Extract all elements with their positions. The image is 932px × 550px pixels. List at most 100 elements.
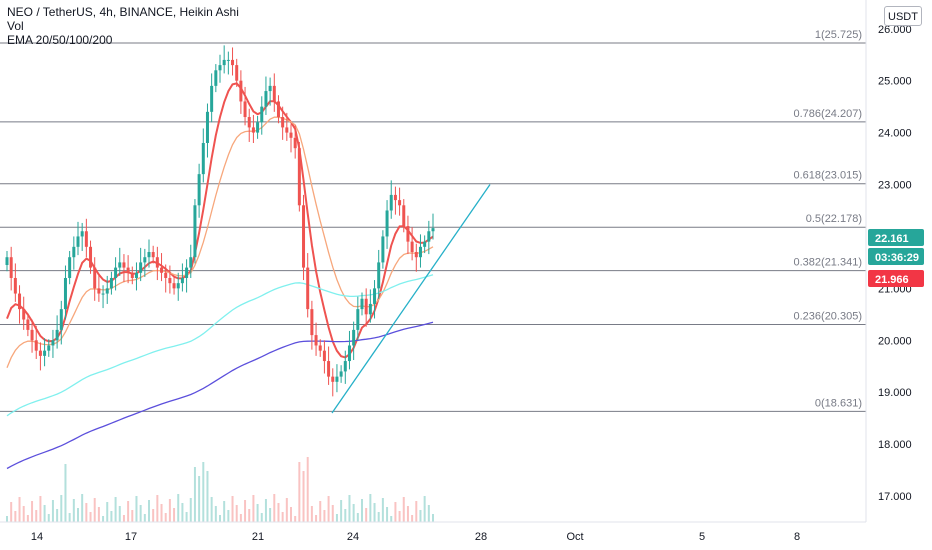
volume-bar-11 — [51, 500, 54, 522]
volume-bar-43 — [185, 512, 188, 522]
fibonacci-retracement[interactable]: 1(25.725) 0.786(24.207) 0.618(23.015) 0.5(2… — [0, 29, 866, 412]
volume-bar-15 — [68, 513, 71, 522]
candle-body-78 — [331, 376, 335, 382]
volume-bar-18 — [81, 494, 84, 522]
price-badge-text-0: 22.161 — [875, 233, 909, 245]
candle-body-85 — [360, 298, 364, 310]
volume-bar-20 — [89, 512, 92, 522]
volume-bar-95 — [402, 497, 405, 522]
candle-body-5 — [26, 319, 30, 330]
volume-bar-88 — [373, 503, 376, 522]
price-badge-text-1: 03:36:29 — [875, 252, 919, 264]
candle-body-73 — [310, 309, 314, 336]
price-badges: 22.161 03:36:29 21.966 — [868, 229, 924, 287]
candle-body-65 — [276, 101, 280, 118]
candle-body-59 — [251, 127, 255, 133]
candle-body-24 — [105, 288, 109, 294]
ema-indicator-label[interactable]: EMA 20/50/100/200 — [7, 33, 113, 47]
volume-indicator-label[interactable]: Vol — [7, 19, 24, 33]
price-badge-2 — [868, 270, 924, 287]
volume-bar-66 — [281, 512, 284, 522]
time-axis[interactable]: 14 17 21 24 28 Oct 5 8 — [31, 531, 800, 543]
volume-bar-97 — [411, 515, 414, 522]
candle-body-4 — [22, 309, 26, 320]
volume-bar-53 — [227, 510, 230, 522]
candle-body-36 — [155, 257, 159, 268]
candle-body-71 — [302, 205, 306, 268]
price-tick-9: 17.000 — [878, 491, 912, 503]
volume-bar-46 — [198, 476, 201, 522]
candle-body-72 — [306, 267, 310, 310]
candle-body-51 — [218, 65, 222, 71]
time-tick-2: 21 — [252, 531, 264, 543]
volume-bar-7 — [35, 510, 38, 522]
candle-body-38 — [164, 272, 168, 278]
volume-bar-10 — [47, 514, 50, 522]
volume-bar-38 — [164, 513, 167, 522]
candle-body-29 — [126, 267, 130, 273]
price-tick-6: 20.000 — [878, 335, 912, 347]
candle-body-20 — [89, 246, 93, 268]
candle-body-62 — [264, 91, 268, 107]
candle-body-41 — [176, 283, 180, 289]
candle-body-67 — [285, 127, 289, 133]
volume-bar-61 — [260, 513, 263, 522]
candle-body-32 — [139, 262, 143, 273]
volume-bar-85 — [361, 499, 363, 522]
candle-body-22 — [97, 288, 101, 294]
volume-bar-101 — [427, 505, 430, 522]
candle-body-80 — [339, 371, 343, 377]
fib-label-4: 0.382(21.341) — [794, 257, 863, 269]
candle-body-76 — [322, 350, 326, 362]
volume-bar-80 — [340, 500, 343, 522]
volume-bar-23 — [102, 516, 105, 522]
candle-body-43 — [185, 267, 189, 278]
candle-body-93 — [393, 194, 397, 201]
fib-label-2: 0.618(23.015) — [794, 170, 863, 182]
candle-body-92 — [389, 194, 393, 211]
candle-body-77 — [327, 361, 331, 377]
candle-body-19 — [84, 231, 88, 247]
candle-body-75 — [318, 345, 322, 351]
candle-body-61 — [260, 106, 264, 123]
volume-bar-40 — [173, 508, 176, 522]
volume-bar-78 — [331, 505, 334, 522]
candle-body-88 — [373, 288, 377, 304]
candle-body-30 — [130, 272, 134, 278]
volume-bar-73 — [310, 506, 313, 522]
candle-body-100 — [423, 241, 427, 247]
candle-body-52 — [222, 59, 226, 66]
candle-body-8 — [38, 350, 42, 356]
candle-body-55 — [235, 65, 239, 81]
fib-label-6: 0(18.631) — [815, 397, 862, 409]
volume-bar-86 — [365, 508, 368, 522]
volume-bar-30 — [131, 510, 134, 522]
candle-body-12 — [55, 329, 59, 341]
volume-bar-93 — [394, 502, 397, 522]
time-tick-4: 28 — [475, 531, 487, 543]
candle-body-70 — [297, 148, 301, 206]
symbol-title[interactable]: NEO / TetherUS, 4h, BINANCE, Heikin Ashi — [7, 5, 239, 19]
volume-bar-31 — [135, 496, 138, 522]
candle-body-99 — [418, 246, 422, 258]
candle-body-49 — [210, 85, 214, 112]
volume-bar-50 — [214, 506, 217, 522]
volume-bar-49 — [210, 497, 213, 522]
trendline[interactable] — [331, 184, 491, 414]
candle-body-42 — [180, 277, 184, 284]
currency-unit-button[interactable]: USDT — [884, 6, 922, 26]
volume-bar-96 — [406, 506, 409, 522]
price-axis[interactable]: 26.00025.00024.00023.00022.00021.00020.0… — [878, 24, 912, 503]
volume-bar-55 — [235, 505, 238, 522]
volume-bar-47 — [202, 462, 205, 522]
volume-bar-54 — [231, 496, 234, 522]
candle-body-81 — [343, 361, 347, 372]
candle-body-82 — [347, 345, 351, 362]
volume-bar-22 — [97, 507, 100, 522]
volume-bar-90 — [381, 498, 384, 522]
candle-body-18 — [80, 231, 84, 237]
volume-bar-99 — [419, 510, 422, 522]
volume-bar-74 — [315, 515, 318, 522]
candle-body-48 — [205, 111, 209, 143]
